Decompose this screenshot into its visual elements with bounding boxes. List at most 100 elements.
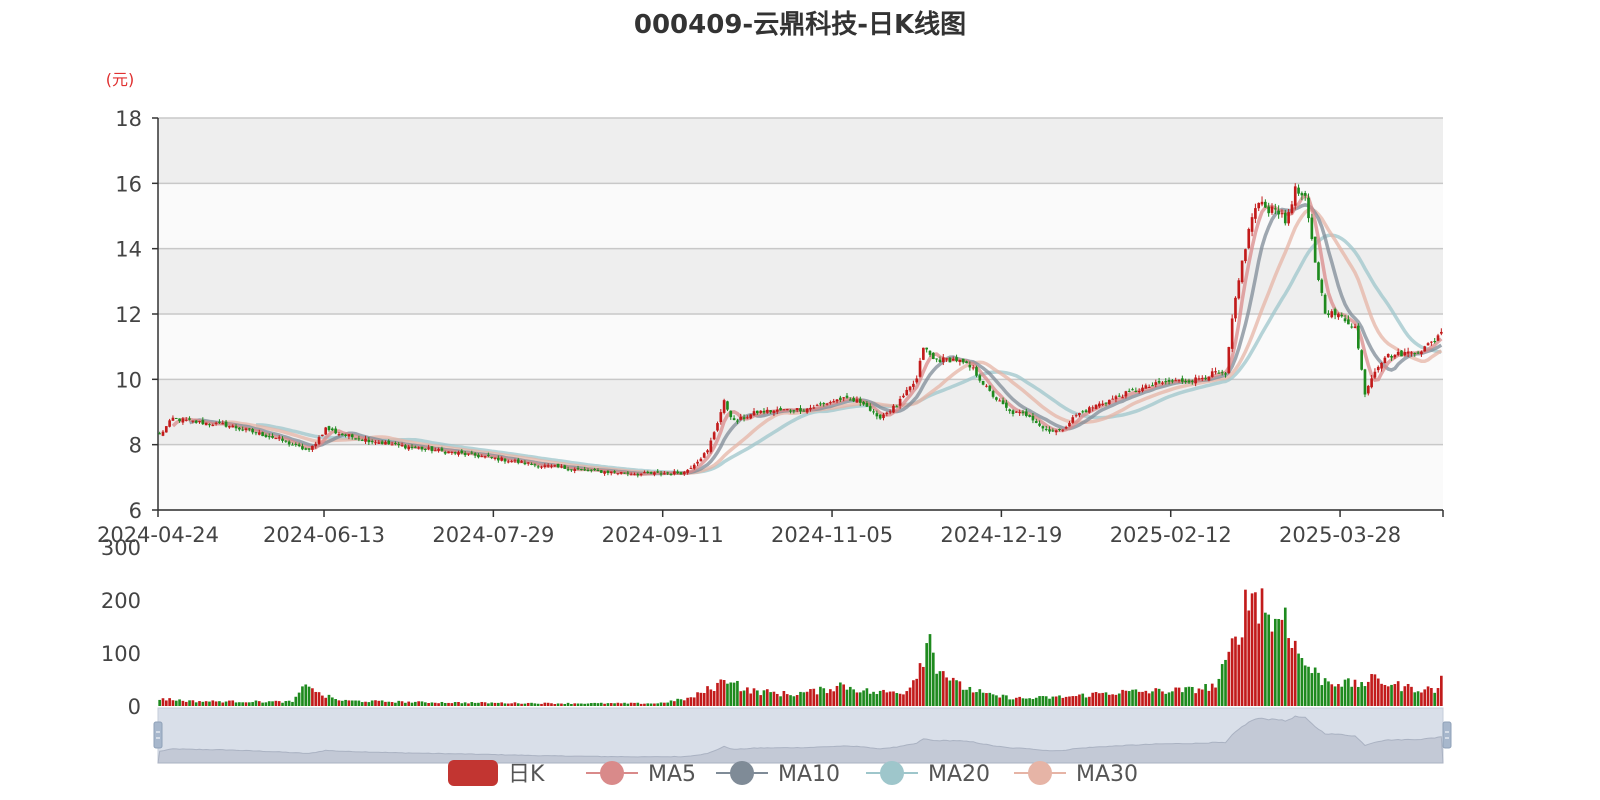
volume-bar	[772, 691, 776, 706]
candle	[513, 458, 517, 464]
volume-bar	[397, 700, 401, 706]
candle	[1114, 394, 1118, 403]
candle	[503, 457, 507, 464]
volume-bar	[666, 702, 670, 706]
candle	[1317, 261, 1320, 282]
legend-item-日k[interactable]: 日K	[448, 760, 545, 787]
x-tick-label: 2025-03-28	[1279, 523, 1401, 547]
volume-bar	[839, 682, 842, 706]
volume-bar	[400, 701, 404, 706]
zoom-right-handle[interactable]	[1442, 721, 1452, 749]
volume-bar	[231, 700, 235, 706]
volume-bar	[443, 702, 447, 706]
candle	[337, 432, 341, 437]
volume-bar	[1234, 636, 1237, 706]
y-axis-ticks: 6 8 10 12 14 16 18	[115, 107, 158, 523]
candle	[659, 470, 663, 477]
volume-bar	[463, 702, 467, 706]
candle	[958, 359, 962, 366]
volume-bar	[935, 673, 938, 706]
candle	[782, 409, 786, 411]
ma20-line	[222, 207, 1443, 476]
candle	[1171, 379, 1174, 384]
volume-bar	[1423, 689, 1427, 706]
volume-bar	[885, 692, 889, 706]
volume-bar	[925, 643, 929, 706]
legend-item-ma20[interactable]: MA20	[866, 761, 990, 787]
candle	[696, 459, 699, 466]
candle	[1410, 351, 1413, 357]
zoom-left-handle[interactable]	[153, 721, 163, 749]
candle	[457, 450, 460, 457]
candle	[862, 400, 865, 406]
candle	[1154, 379, 1158, 388]
candle	[1064, 425, 1068, 430]
volume-bar	[1273, 618, 1277, 706]
volume-bar	[1224, 659, 1227, 706]
volume-bar	[360, 702, 364, 706]
candle	[1343, 314, 1347, 323]
candle	[609, 471, 613, 476]
volume-tick-label: 300	[101, 536, 141, 560]
volume-bar	[221, 702, 225, 706]
candle	[178, 418, 181, 423]
volume-bar	[556, 703, 560, 706]
volume-bar	[746, 687, 749, 706]
volume-bar	[1081, 693, 1085, 706]
volume-bar	[908, 687, 912, 706]
x-tick-label: 2025-02-12	[1110, 523, 1232, 547]
volume-bar	[367, 702, 371, 706]
legend[interactable]: 日K MA5 MA10 MA20 MA30	[448, 760, 1138, 787]
volume-bar	[626, 703, 630, 706]
volume-bar	[530, 702, 533, 706]
volume-bar	[1337, 684, 1340, 706]
volume-bar	[1366, 681, 1370, 706]
candle	[1433, 338, 1437, 344]
volume-bar	[1373, 674, 1377, 706]
volume-bar	[297, 692, 301, 706]
volume-bar	[719, 679, 723, 706]
candle	[646, 470, 650, 474]
volume-bar	[819, 686, 822, 706]
candle	[221, 420, 225, 425]
volume-bar	[1420, 692, 1423, 706]
volume-bar	[593, 702, 596, 706]
volume-bar	[643, 703, 646, 706]
candle	[550, 464, 553, 469]
volume-bar	[1350, 686, 1354, 706]
data-zoom-slider[interactable]	[153, 707, 1452, 764]
volume-bar	[194, 702, 198, 706]
candle	[194, 420, 198, 424]
candle	[330, 427, 334, 432]
candle	[1214, 367, 1217, 375]
volume-bar	[941, 671, 945, 706]
legend-item-ma10[interactable]: MA10	[716, 761, 840, 787]
candle	[281, 436, 284, 443]
candle	[201, 417, 205, 426]
candle	[702, 452, 706, 459]
candle	[779, 406, 782, 411]
volume-bar	[500, 702, 503, 706]
volume-bar	[589, 703, 593, 706]
legend-item-ma30[interactable]: MA30	[1014, 761, 1138, 787]
candle	[453, 451, 457, 456]
volume-bar	[1034, 697, 1038, 706]
volume-bar	[865, 688, 869, 706]
candle	[546, 463, 550, 468]
candle	[1104, 402, 1108, 407]
candle	[729, 410, 733, 420]
volume-bar	[951, 677, 955, 706]
volume-bar	[749, 693, 753, 706]
candle	[540, 465, 543, 470]
volume-bar	[1061, 697, 1065, 706]
background-band	[158, 248, 1443, 314]
legend-item-ma5[interactable]: MA5	[586, 761, 696, 787]
volume-bar	[420, 701, 424, 706]
candle	[566, 466, 570, 472]
candle	[347, 434, 351, 440]
volume-bar	[257, 701, 261, 706]
volume-bar	[1383, 684, 1387, 706]
candle	[912, 380, 915, 390]
volume-bar	[739, 691, 743, 706]
candle	[321, 434, 324, 437]
